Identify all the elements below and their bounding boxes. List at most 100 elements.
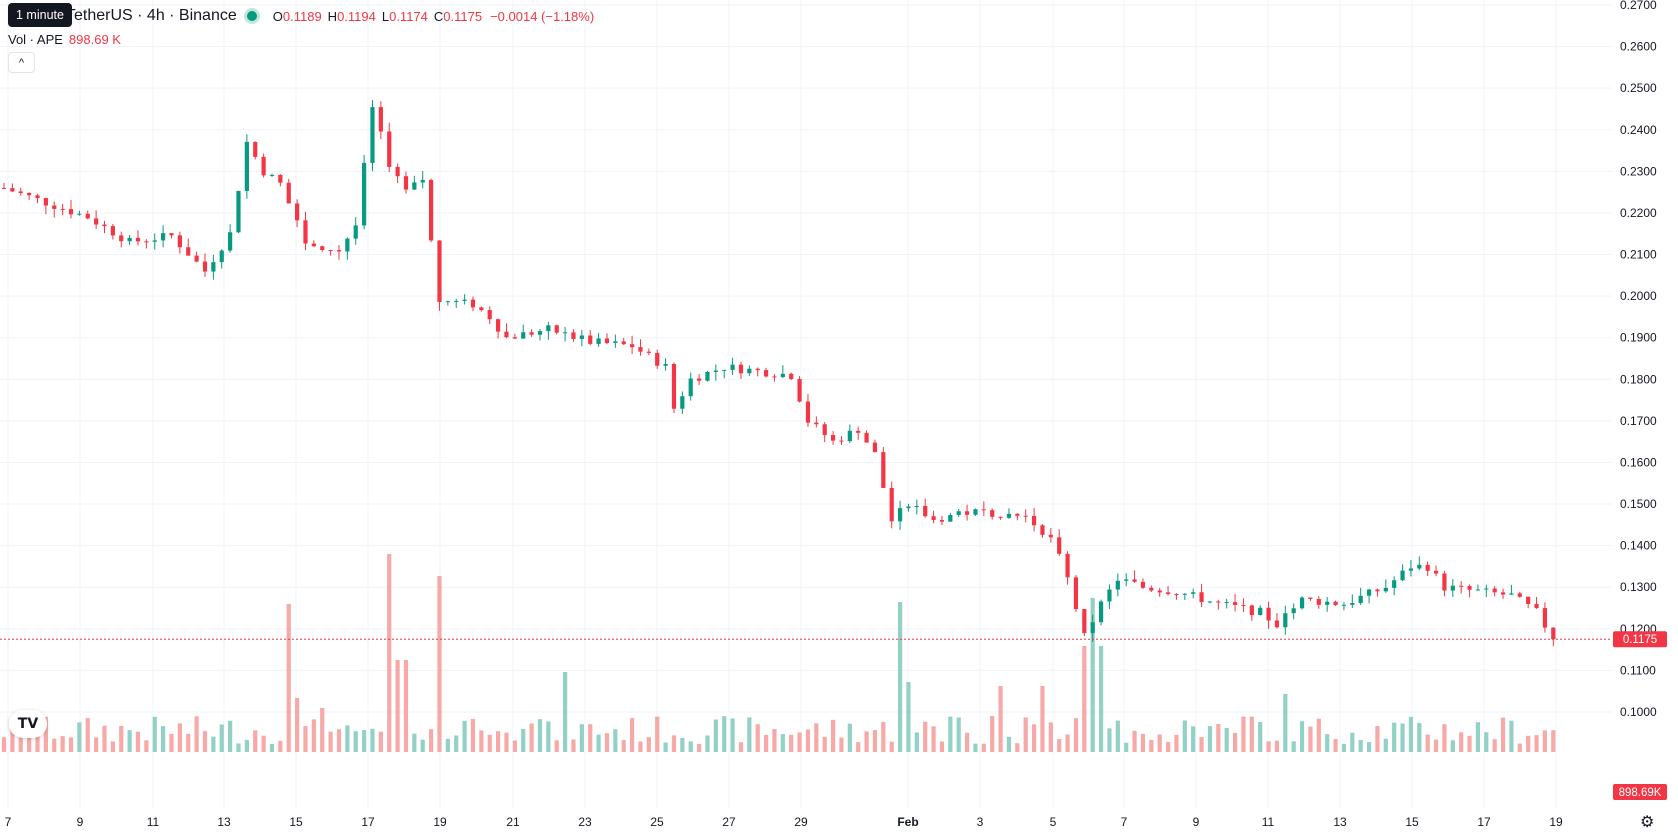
candle-body bbox=[1450, 585, 1455, 591]
price-axis[interactable]: 0.2700 0.2600 0.2500 0.2400 0.2300 0.2200 0.21… bbox=[1620, 0, 1657, 719]
candle-body bbox=[496, 319, 501, 332]
volume-bar bbox=[1165, 742, 1171, 752]
volume-bar bbox=[1132, 730, 1137, 752]
volume-bar bbox=[119, 725, 124, 752]
time-tick-label: 9 bbox=[77, 815, 84, 829]
price-tick-label: 0.1600 bbox=[1620, 455, 1657, 469]
volume-bar bbox=[353, 731, 358, 752]
candle-body bbox=[278, 174, 283, 183]
price-change: −0.0014 (−1.18%) bbox=[490, 8, 595, 24]
volume-bar bbox=[897, 602, 903, 752]
candle-body bbox=[1484, 588, 1489, 590]
symbol-title[interactable]: TetherUS · 4h · Binance bbox=[66, 7, 237, 24]
candle-body bbox=[889, 487, 894, 522]
volume-bar bbox=[554, 740, 559, 752]
candle-body bbox=[1542, 608, 1548, 628]
candle-body bbox=[412, 182, 417, 190]
candle-body bbox=[395, 166, 400, 177]
volume-legend-label: Vol · APE bbox=[8, 32, 63, 47]
candle-body bbox=[1400, 570, 1405, 581]
volume-legend-value: 898.69 K bbox=[68, 32, 121, 47]
volume-bar bbox=[1174, 734, 1179, 752]
volume-bar bbox=[789, 734, 794, 752]
volume-bar bbox=[671, 735, 677, 752]
volume-bar bbox=[244, 739, 249, 752]
candle-body bbox=[211, 262, 216, 272]
candle-body bbox=[537, 331, 543, 335]
settings-gear-icon[interactable]: ⚙ bbox=[1640, 814, 1655, 831]
volume-bar bbox=[1090, 598, 1095, 752]
price-tick-label: 0.2100 bbox=[1620, 248, 1657, 262]
candle-body bbox=[1174, 593, 1179, 595]
volume-bar bbox=[412, 733, 417, 752]
symbol-legend[interactable]: TetherUS · 4h · Binance O 0.1189 H 0.1194 … bbox=[6, 6, 594, 26]
candle-body bbox=[998, 516, 1003, 518]
candle-body bbox=[1500, 592, 1506, 595]
time-tick-label: 21 bbox=[506, 815, 520, 829]
volume-bar bbox=[152, 716, 157, 752]
volume-bar bbox=[470, 718, 476, 752]
volume-bar bbox=[1383, 738, 1388, 752]
collapse-legend-button[interactable]: ^ bbox=[8, 52, 35, 73]
tradingview-logo-icon[interactable]: TV bbox=[9, 710, 47, 738]
candle-body bbox=[1383, 587, 1388, 592]
high-label: H bbox=[327, 8, 338, 24]
volume-bar bbox=[1048, 722, 1053, 752]
candle-body bbox=[923, 505, 928, 517]
volume-bar bbox=[646, 737, 651, 752]
candle-body bbox=[261, 156, 266, 176]
volume-bar bbox=[378, 731, 383, 752]
volume-bar bbox=[27, 737, 32, 752]
volume-bar bbox=[696, 743, 702, 752]
volume-bar bbox=[981, 743, 986, 752]
volume-bar bbox=[814, 723, 819, 752]
close-value: 0.1175 bbox=[443, 8, 483, 24]
market-status-icon[interactable] bbox=[246, 11, 257, 21]
candle-body bbox=[964, 511, 970, 515]
candle-body bbox=[814, 422, 819, 425]
candle-body bbox=[839, 440, 844, 442]
volume-bar bbox=[1517, 743, 1522, 752]
candle-body bbox=[429, 179, 434, 241]
volume-bar bbox=[948, 716, 953, 752]
volume-bar bbox=[1057, 739, 1062, 752]
candle-body bbox=[228, 232, 233, 251]
price-tick-label: 0.1800 bbox=[1620, 372, 1657, 386]
candle-body bbox=[646, 351, 651, 353]
volume-bar bbox=[261, 735, 266, 752]
candle-body bbox=[939, 520, 945, 522]
volume-bar bbox=[805, 729, 811, 752]
candle-body bbox=[1040, 525, 1045, 535]
candle-body bbox=[830, 435, 836, 441]
volume-bar bbox=[278, 740, 283, 752]
volume-bar bbox=[1124, 742, 1129, 752]
time-axis[interactable]: 7 9 11 13 15 17 19 21 23 25 27 29 Feb 3 5 7 9 11 13 15 17 19 bbox=[5, 815, 1563, 829]
candle-body bbox=[1274, 620, 1280, 628]
volume-bar bbox=[144, 740, 149, 752]
candle-body bbox=[1, 187, 7, 189]
candle-body bbox=[755, 368, 760, 371]
price-tick-label: 0.2400 bbox=[1620, 123, 1657, 137]
volume-bar bbox=[295, 698, 300, 752]
candle-body bbox=[990, 510, 995, 517]
candle-body bbox=[521, 332, 526, 339]
candle-body bbox=[85, 213, 90, 219]
candle-body bbox=[194, 255, 199, 262]
volume-bar bbox=[588, 724, 593, 752]
volume-legend[interactable]: Vol · APE 898.69 K bbox=[8, 32, 121, 47]
volume-bar bbox=[931, 726, 936, 752]
volume-bar bbox=[1115, 720, 1120, 752]
price-tick-label: 0.2500 bbox=[1620, 81, 1657, 95]
volume-bar bbox=[202, 730, 208, 752]
volume-bars bbox=[1, 554, 1556, 752]
volume-bar bbox=[161, 726, 166, 752]
candle-body bbox=[169, 233, 174, 236]
candle-body bbox=[236, 191, 241, 233]
candle-body bbox=[596, 338, 601, 344]
candle-body bbox=[1048, 534, 1053, 538]
candle-body bbox=[320, 246, 325, 251]
volume-bar bbox=[269, 743, 275, 752]
volume-bar bbox=[1266, 741, 1271, 752]
volume-bar bbox=[85, 718, 90, 752]
